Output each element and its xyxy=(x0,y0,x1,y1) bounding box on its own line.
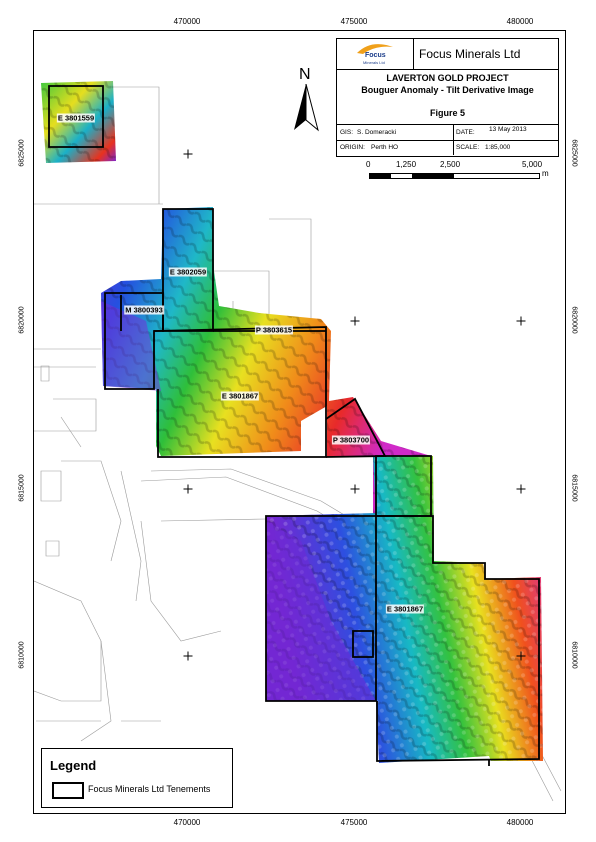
map-frame: E 3801559 E 3802059 M 3800393 P 3803615 … xyxy=(33,30,566,814)
map-subtitle: Bouguer Anomaly - Tilt Derivative Image xyxy=(361,85,534,95)
grid-cross xyxy=(183,149,193,159)
scale-label: SCALE: xyxy=(456,144,480,151)
grid-cross xyxy=(516,651,526,661)
tenement-label: E 3801867 xyxy=(385,604,425,614)
grid-cross xyxy=(350,484,360,494)
company-name: Focus Minerals Ltd xyxy=(419,47,521,61)
project-title: LAVERTON GOLD PROJECT xyxy=(386,73,509,83)
logo-text: Focus xyxy=(365,52,386,59)
north-arrow-icon xyxy=(294,84,319,132)
legend: Legend Focus Minerals Ltd Tenements xyxy=(41,748,233,808)
company-logo: Focus Minerals Ltd xyxy=(337,39,414,69)
gis-label: GIS: xyxy=(340,129,354,136)
tenement-label: E 3801559 xyxy=(56,113,96,123)
tenement-label: P 3803615 xyxy=(254,325,294,335)
easting-label-bottom-480000: 480000 xyxy=(506,818,534,827)
origin-value: Perth HO xyxy=(371,144,399,151)
scale-bar-label: 5,000 xyxy=(522,160,543,169)
north-letter: N xyxy=(299,66,311,83)
title-meta-row-2: ORIGIN: Perth HO SCALE: 1:85,000 xyxy=(337,140,558,155)
date-label: DATE: xyxy=(456,129,475,136)
date-value: 13 May 2013 xyxy=(489,126,527,133)
easting-label-top-480000: 480000 xyxy=(506,17,534,26)
easting-label-bottom-470000: 470000 xyxy=(173,818,201,827)
north-arrow: N xyxy=(290,66,322,132)
easting-label-top-475000: 475000 xyxy=(340,17,368,26)
title-company-row: Focus Minerals Ltd Focus Minerals Ltd xyxy=(337,39,558,70)
grid-cross xyxy=(183,651,193,661)
logo-subtext: Minerals Ltd xyxy=(363,60,385,65)
scale-value: 1:85,000 xyxy=(485,144,511,151)
northing-label-right-6815000: 6815000 xyxy=(570,474,578,502)
gis-value: S. Domeracki xyxy=(357,129,397,136)
tenement-label: P 3803700 xyxy=(331,435,371,445)
title-block: Focus Minerals Ltd Focus Minerals Ltd LA… xyxy=(336,38,559,157)
figure-number: Figure 5 xyxy=(429,108,465,118)
northing-label-left-6810000: 6810000 xyxy=(18,641,26,669)
scale-bar-label: 0 xyxy=(366,160,371,169)
grid-cross xyxy=(183,484,193,494)
scale-bar-unit: m xyxy=(542,169,549,178)
scale-bar-label: 1,250 xyxy=(396,160,417,169)
title-meta-row-1: GIS: S. Domeracki DATE: 13 May 2013 xyxy=(337,125,558,141)
legend-title: Legend xyxy=(50,758,97,773)
legend-item-label: Focus Minerals Ltd Tenements xyxy=(88,784,211,794)
northing-label-right-6820000: 6820000 xyxy=(570,306,578,334)
tenement-label: M 3800393 xyxy=(124,305,164,315)
logo-swoosh-icon xyxy=(357,44,393,54)
northing-label-left-6815000: 6815000 xyxy=(18,474,26,502)
grid-cross xyxy=(516,484,526,494)
grid-cross xyxy=(350,316,360,326)
origin-label: ORIGIN: xyxy=(340,144,365,151)
legend-swatch xyxy=(52,782,84,799)
easting-label-bottom-475000: 475000 xyxy=(340,818,368,827)
northing-label-left-6820000: 6820000 xyxy=(18,306,26,334)
northing-label-left-6825000: 6825000 xyxy=(18,139,26,167)
easting-label-top-470000: 470000 xyxy=(173,17,201,26)
northing-label-right-6810000: 6810000 xyxy=(570,641,578,669)
scale-bar: 0 1,250 2,500 5,000 m xyxy=(364,160,564,184)
scale-bar-graphic xyxy=(369,173,540,179)
title-project-row: LAVERTON GOLD PROJECT Bouguer Anomaly - … xyxy=(337,69,558,125)
tenement-label: E 3801867 xyxy=(220,391,260,401)
tenement-label: E 3802059 xyxy=(168,267,208,277)
northing-label-right-6825000: 6825000 xyxy=(570,139,578,167)
scale-bar-label: 2,500 xyxy=(440,160,461,169)
grid-cross xyxy=(516,316,526,326)
